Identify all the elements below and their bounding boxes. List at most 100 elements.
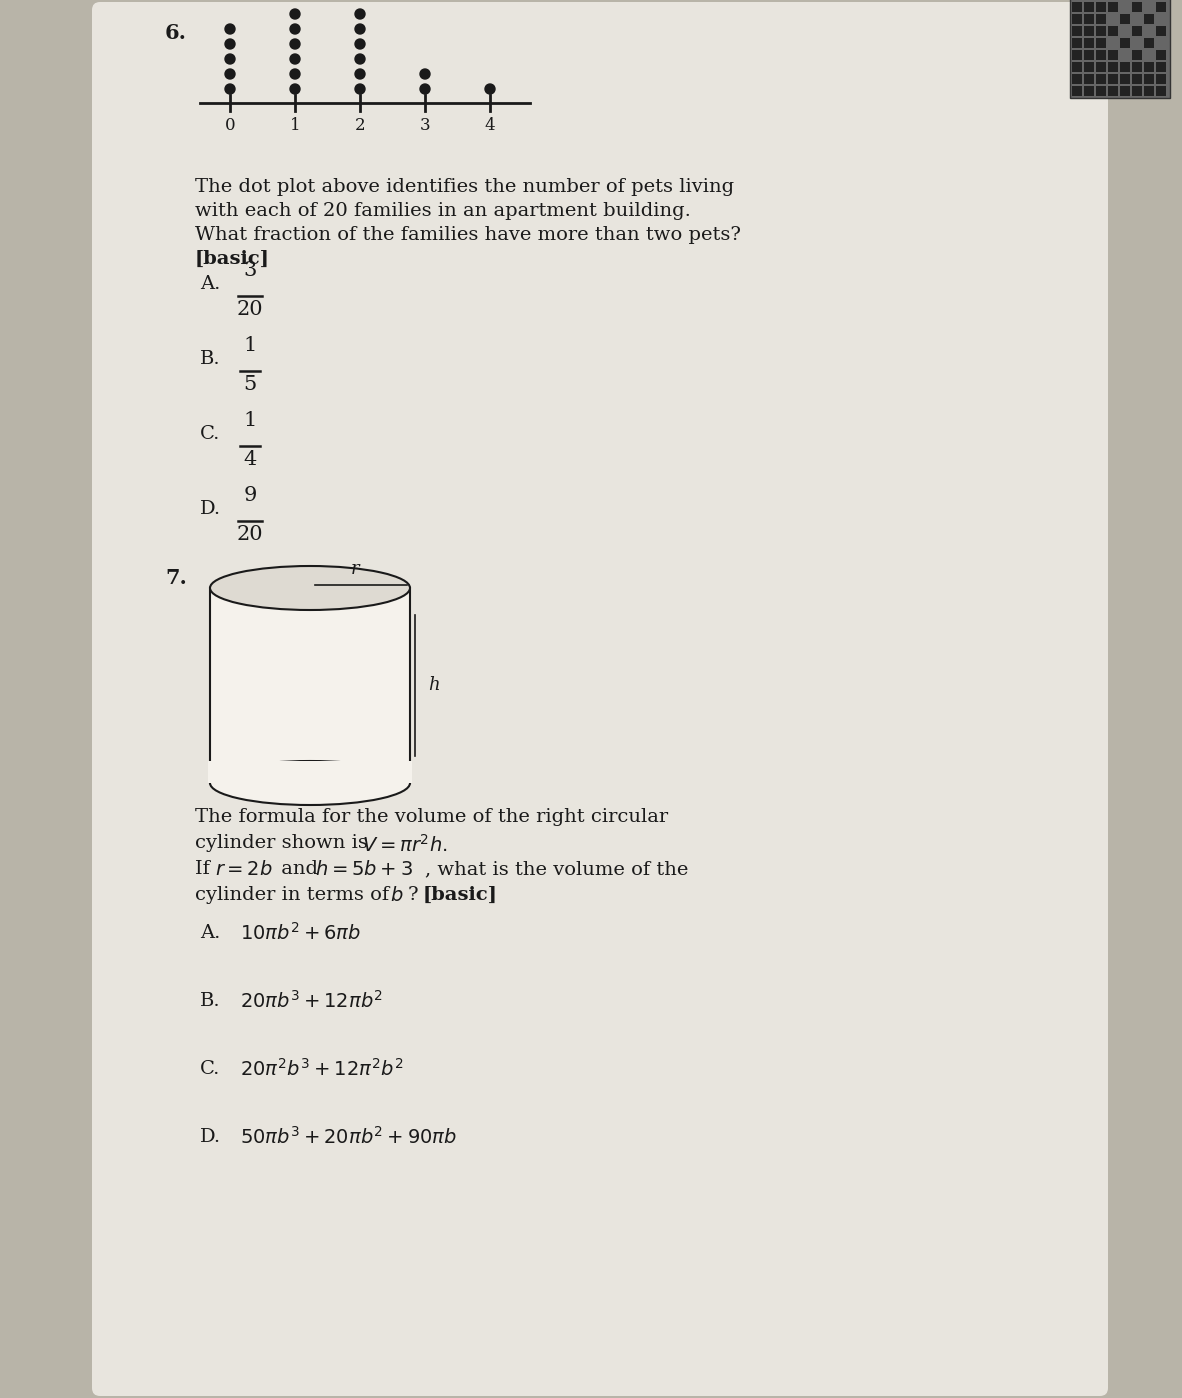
Text: [basic]: [basic] xyxy=(195,250,269,268)
Text: 6.: 6. xyxy=(165,22,187,43)
Bar xyxy=(1072,14,1082,24)
Bar xyxy=(1096,87,1106,96)
Text: $10\pi b^2 + 6\pi b$: $10\pi b^2 + 6\pi b$ xyxy=(240,923,362,944)
Circle shape xyxy=(355,69,365,80)
Text: $b$: $b$ xyxy=(390,886,403,905)
Text: cylinder in terms of: cylinder in terms of xyxy=(195,886,395,905)
Bar xyxy=(1084,87,1095,96)
Circle shape xyxy=(355,84,365,94)
Text: A.: A. xyxy=(200,924,220,942)
Bar xyxy=(1072,1,1082,13)
Circle shape xyxy=(290,55,300,64)
Bar xyxy=(1108,1,1118,13)
Bar xyxy=(1108,62,1118,73)
Text: $h = 5b + 3$: $h = 5b + 3$ xyxy=(314,860,413,879)
Circle shape xyxy=(290,39,300,49)
Bar xyxy=(1132,87,1142,96)
Bar xyxy=(1108,74,1118,84)
Bar xyxy=(1108,27,1118,36)
Text: 1: 1 xyxy=(290,117,300,134)
Bar xyxy=(1132,62,1142,73)
Text: $r = 2b$: $r = 2b$ xyxy=(215,860,273,879)
Bar xyxy=(1084,38,1095,48)
Bar xyxy=(1072,50,1082,60)
Bar xyxy=(1084,27,1095,36)
Text: 20: 20 xyxy=(236,526,264,544)
Bar xyxy=(1121,38,1130,48)
Text: 5: 5 xyxy=(243,375,256,394)
Bar xyxy=(1084,62,1095,73)
FancyBboxPatch shape xyxy=(210,589,410,783)
Text: r: r xyxy=(351,561,359,577)
Circle shape xyxy=(420,84,430,94)
Text: 2: 2 xyxy=(355,117,365,134)
Text: C.: C. xyxy=(200,1060,220,1078)
Text: The dot plot above identifies the number of pets living: The dot plot above identifies the number… xyxy=(195,178,734,196)
Bar xyxy=(1108,50,1118,60)
Bar xyxy=(1156,50,1165,60)
Text: 20: 20 xyxy=(236,301,264,319)
Circle shape xyxy=(420,69,430,80)
Bar xyxy=(1156,1,1165,13)
Circle shape xyxy=(225,24,235,34)
Bar xyxy=(1132,74,1142,84)
Text: 1: 1 xyxy=(243,336,256,355)
Bar xyxy=(1156,62,1165,73)
Circle shape xyxy=(290,24,300,34)
Text: [basic]: [basic] xyxy=(423,886,498,905)
Text: 9: 9 xyxy=(243,487,256,505)
Bar xyxy=(1096,50,1106,60)
Bar xyxy=(1084,74,1095,84)
Text: If: If xyxy=(195,860,216,878)
Bar xyxy=(1121,87,1130,96)
Bar xyxy=(1108,87,1118,96)
Bar xyxy=(1084,14,1095,24)
Bar xyxy=(1156,27,1165,36)
Text: h: h xyxy=(428,677,440,695)
FancyBboxPatch shape xyxy=(208,761,413,783)
Circle shape xyxy=(290,69,300,80)
Ellipse shape xyxy=(210,761,410,805)
Circle shape xyxy=(290,84,300,94)
Circle shape xyxy=(355,24,365,34)
Text: and: and xyxy=(275,860,324,878)
Circle shape xyxy=(225,84,235,94)
Bar xyxy=(1072,62,1082,73)
Text: B.: B. xyxy=(200,350,221,368)
Bar xyxy=(1144,62,1154,73)
Bar xyxy=(1156,87,1165,96)
Text: What fraction of the families have more than two pets?: What fraction of the families have more … xyxy=(195,226,741,245)
Text: 4: 4 xyxy=(485,117,495,134)
Bar xyxy=(1096,38,1106,48)
Circle shape xyxy=(225,39,235,49)
Circle shape xyxy=(225,69,235,80)
Bar xyxy=(1144,74,1154,84)
Text: A.: A. xyxy=(200,275,220,294)
Text: $20\pi^2 b^3 + 12\pi^2 b^2$: $20\pi^2 b^3 + 12\pi^2 b^2$ xyxy=(240,1058,403,1079)
Text: 0: 0 xyxy=(225,117,235,134)
Bar xyxy=(1072,38,1082,48)
Bar xyxy=(1096,27,1106,36)
Bar xyxy=(1132,50,1142,60)
Text: D.: D. xyxy=(200,1128,221,1146)
Bar xyxy=(1121,74,1130,84)
Bar xyxy=(1096,62,1106,73)
Ellipse shape xyxy=(210,566,410,610)
Bar xyxy=(1070,0,1170,98)
Bar xyxy=(1096,74,1106,84)
Circle shape xyxy=(355,39,365,49)
Text: cylinder shown is: cylinder shown is xyxy=(195,835,375,851)
Bar xyxy=(1096,14,1106,24)
Circle shape xyxy=(290,8,300,20)
Text: 3: 3 xyxy=(243,261,256,280)
Text: 3: 3 xyxy=(420,117,430,134)
Bar xyxy=(1084,50,1095,60)
Text: D.: D. xyxy=(200,500,221,519)
Circle shape xyxy=(485,84,495,94)
Text: $V = \pi r^2 h$.: $V = \pi r^2 h$. xyxy=(362,835,448,856)
Text: $20\pi b^3 + 12\pi b^2$: $20\pi b^3 + 12\pi b^2$ xyxy=(240,990,383,1012)
Text: , what is the volume of the: , what is the volume of the xyxy=(426,860,688,878)
Text: B.: B. xyxy=(200,993,221,1009)
Text: with each of 20 families in an apartment building.: with each of 20 families in an apartment… xyxy=(195,201,690,219)
Bar xyxy=(1096,1,1106,13)
